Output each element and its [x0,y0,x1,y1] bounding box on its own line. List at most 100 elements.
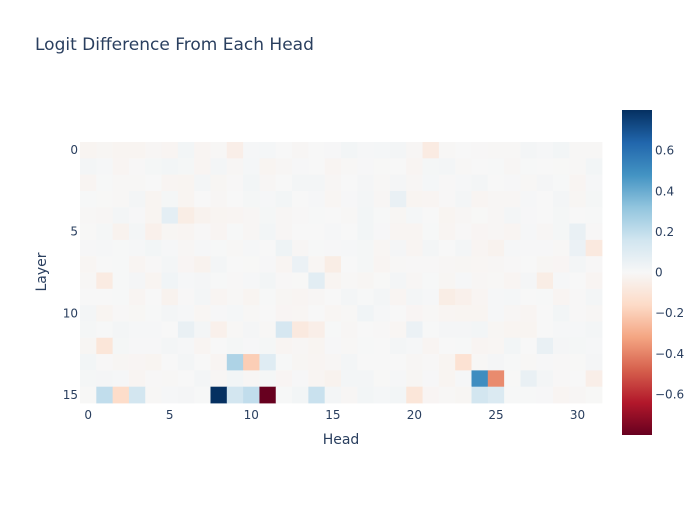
heatmap-cell [161,272,179,290]
heatmap-cell [406,158,423,176]
heatmap-cell [536,272,554,290]
heatmap-cell [112,239,130,257]
heatmap-cell [520,337,538,355]
heatmap-cell [292,370,309,388]
heatmap-cell [259,223,277,241]
heatmap-cell [324,354,342,371]
heatmap-cell [389,174,407,192]
x-axis-ticks: 0 5 10 15 20 25 30 [84,408,585,422]
heatmap-cell [341,272,358,290]
heatmap-cell [145,386,162,404]
heatmap-cell [128,370,146,388]
heatmap-cell [569,321,587,339]
heatmap-cell [145,288,162,306]
heatmap-cell [536,354,554,371]
heatmap-cell [161,370,179,388]
heatmap-cell [324,142,342,159]
heatmap-cell [389,190,407,208]
heatmap-cell [487,272,505,290]
heatmap-cell [177,337,195,355]
heatmap-cell [194,142,211,159]
chart-title: Logit Difference From Each Head [35,35,314,55]
heatmap-cell [357,321,375,339]
heatmap-cell [585,142,603,159]
heatmap-cell [487,305,505,322]
heatmap-cell [373,142,391,159]
heatmap-cell [292,239,309,257]
heatmap-cell [112,158,130,176]
heatmap-cell [504,239,521,257]
heatmap-cell [308,142,326,159]
heatmap-cell [96,288,114,306]
heatmap-cell [585,239,603,257]
heatmap-cell [373,337,391,355]
heatmap-cell [585,256,603,273]
heatmap-cell [128,142,146,159]
heatmap-cell [96,158,114,176]
heatmap-cell [504,190,521,208]
heatmap-cell [455,386,472,404]
colorbar-tick-label: −0.2 [655,306,684,320]
heatmap-cell [487,337,505,355]
heatmap-cell [422,239,440,257]
heatmap-cell [308,386,326,404]
heatmap-cell [389,158,407,176]
heatmap-cell [455,354,472,371]
heatmap-cell [275,272,293,290]
heatmap-cell [96,386,114,404]
heatmap-cell [292,256,309,273]
heatmap-cell [96,239,114,257]
heatmap-cell [177,223,195,241]
x-tick-label: 0 [84,408,92,422]
heatmap-cell [569,337,587,355]
heatmap-cell [536,386,554,404]
heatmap-cell [80,207,97,224]
heatmap-cell [194,207,211,224]
heatmap-cell [161,337,179,355]
heatmap-cell [292,305,309,322]
heatmap-cell [504,223,521,241]
heatmap-cell [161,354,179,371]
heatmap-cell [308,337,326,355]
heatmap-cell [177,256,195,273]
heatmap-cell [536,142,554,159]
heatmap-cell [112,370,130,388]
heatmap-cell [177,158,195,176]
heatmap-cell [96,337,114,355]
heatmap-cell [585,288,603,306]
heatmap-cell [161,142,179,159]
heatmap-cell [210,272,228,290]
heatmap-cell [455,190,472,208]
heatmap-cell [112,386,130,404]
heatmap-cell [128,288,146,306]
heatmap-cell [177,321,195,339]
heatmap-cell [585,370,603,388]
heatmap-cell [210,370,228,388]
heatmap-cell [226,288,244,306]
heatmap-cell [80,272,97,290]
heatmap-cell [226,223,244,241]
heatmap-cell [145,158,162,176]
heatmap-cell [504,272,521,290]
heatmap-cell [553,239,570,257]
heatmap-cell [373,239,391,257]
heatmap-cell [324,256,342,273]
heatmap-cell [422,142,440,159]
heatmap-cell [259,207,277,224]
heatmap-cell [471,321,489,339]
heatmap-cell [487,174,505,192]
heatmap-cell [520,223,538,241]
heatmap-cell [389,207,407,224]
heatmap-cell [471,256,489,273]
heatmap-cell [422,354,440,371]
heatmap-cell [536,288,554,306]
heatmap-cell [455,207,472,224]
heatmap-cell [177,288,195,306]
heatmap-cell [128,207,146,224]
heatmap-cell [422,272,440,290]
heatmap-cell [226,386,244,404]
heatmap-cell [96,207,114,224]
heatmap-cell [243,305,260,322]
heatmap-cell [259,190,277,208]
heatmap-cell [210,288,228,306]
